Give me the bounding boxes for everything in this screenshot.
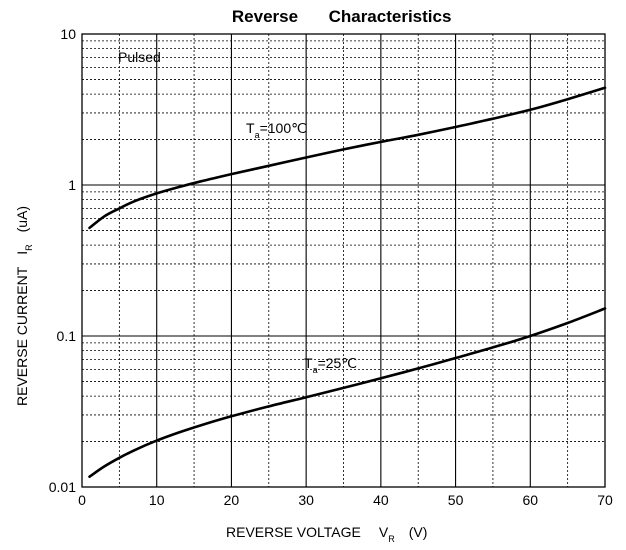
x-tick-label: 10 (149, 492, 165, 508)
pulsed-annotation: Pulsed (118, 49, 161, 65)
x-tick-labels: 0 10 20 30 40 50 60 70 (78, 492, 613, 508)
x-tick-label: 0 (78, 492, 86, 508)
y-tick-label: 0.1 (57, 328, 77, 344)
series-label-25c: Ta=25℃ (304, 355, 357, 375)
y-tick-label: 0.01 (49, 479, 76, 495)
major-grid (82, 34, 605, 487)
series-line-100c (88, 86, 607, 230)
series-line-25c (88, 307, 607, 478)
x-tick-label: 40 (373, 492, 389, 508)
chart-title-left: Reverse (232, 7, 298, 26)
x-tick-label: 60 (522, 492, 538, 508)
chart-title-right: Characteristics (329, 7, 452, 26)
series-label-100c: Ta=100℃ (246, 120, 307, 140)
x-axis-label: REVERSE VOLTAGE VR (V) (226, 524, 427, 544)
y-axis-label: REVERSE CURRENTIR(uA) (14, 206, 34, 406)
x-tick-label: 50 (448, 492, 464, 508)
x-tick-label: 70 (597, 492, 613, 508)
minor-grid (82, 34, 605, 487)
plot-frame (81, 33, 606, 488)
x-tick-label: 20 (224, 492, 240, 508)
y-tick-labels: 0.01 0.1 1 10 (49, 26, 76, 495)
y-tick-label: 1 (68, 177, 76, 193)
x-tick-label: 30 (298, 492, 314, 508)
series-layer (88, 86, 607, 478)
y-tick-label: 10 (60, 26, 76, 42)
